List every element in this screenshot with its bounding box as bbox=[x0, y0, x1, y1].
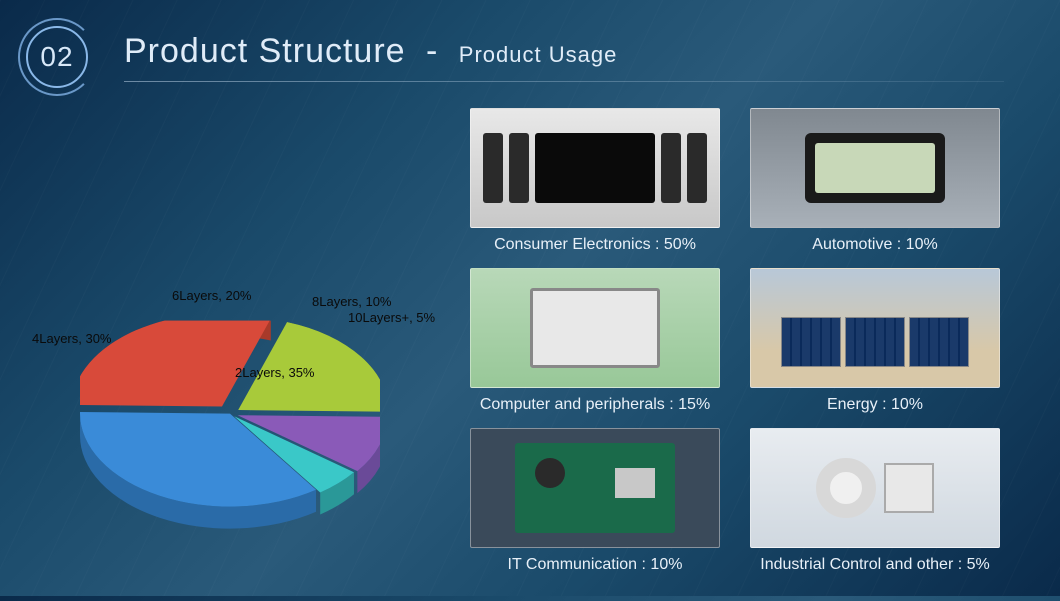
title-main-text: Product Structure bbox=[124, 32, 406, 70]
section-badge: 02 bbox=[18, 18, 96, 96]
title-rule bbox=[124, 81, 1004, 82]
title-sub-text: Product Usage bbox=[459, 42, 618, 67]
usage-card: Computer and peripherals : 15% bbox=[470, 268, 720, 414]
usage-card: Automotive : 10% bbox=[750, 108, 1000, 254]
slide-content: 2Layers, 35% 4Layers, 30% 6Layers, 20% 8Lay… bbox=[0, 106, 1060, 574]
usage-card: IT Communication : 10% bbox=[470, 428, 720, 574]
card-caption: Energy : 10% bbox=[750, 396, 1000, 414]
usage-card: Industrial Control and other : 5% bbox=[750, 428, 1000, 574]
pie-slice-label: 10Layers+, 5% bbox=[348, 310, 435, 325]
thumb-energy bbox=[750, 268, 1000, 388]
section-number: 02 bbox=[18, 18, 96, 96]
title-separator: - bbox=[426, 32, 438, 70]
thumb-automotive bbox=[750, 108, 1000, 228]
card-caption: Automotive : 10% bbox=[750, 236, 1000, 254]
usage-card: Consumer Electronics : 50% bbox=[470, 108, 720, 254]
card-caption: IT Communication : 10% bbox=[470, 556, 720, 574]
pie-chart-column: 2Layers, 35% 4Layers, 30% 6Layers, 20% 8Lay… bbox=[0, 106, 460, 556]
slide-title: Product Structure - Product Usage bbox=[124, 32, 1060, 71]
card-caption: Industrial Control and other : 5% bbox=[750, 556, 1000, 574]
usage-cards-grid: Consumer Electronics : 50% Automotive : 1… bbox=[460, 106, 1060, 574]
title-block: Product Structure - Product Usage bbox=[124, 32, 1060, 82]
thumb-industrial-control bbox=[750, 428, 1000, 548]
pie-slice-label: 2Layers, 35% bbox=[235, 365, 315, 380]
usage-card: Energy : 10% bbox=[750, 268, 1000, 414]
pie-chart: 2Layers, 35%4Layers, 30%6Layers, 20%8Lay… bbox=[80, 256, 380, 466]
pie-slice-label: 4Layers, 30% bbox=[32, 331, 112, 346]
thumb-consumer-electronics bbox=[470, 108, 720, 228]
slide-header: 02 Product Structure - Product Usage bbox=[0, 0, 1060, 96]
thumb-it-communication bbox=[470, 428, 720, 548]
pie-slice-label: 6Layers, 20% bbox=[172, 288, 252, 303]
card-caption: Computer and peripherals : 15% bbox=[470, 396, 720, 414]
pie-svg bbox=[80, 321, 380, 532]
pie-slice-label: 8Layers, 10% bbox=[312, 294, 392, 309]
card-caption: Consumer Electronics : 50% bbox=[470, 236, 720, 254]
thumb-computer bbox=[470, 268, 720, 388]
